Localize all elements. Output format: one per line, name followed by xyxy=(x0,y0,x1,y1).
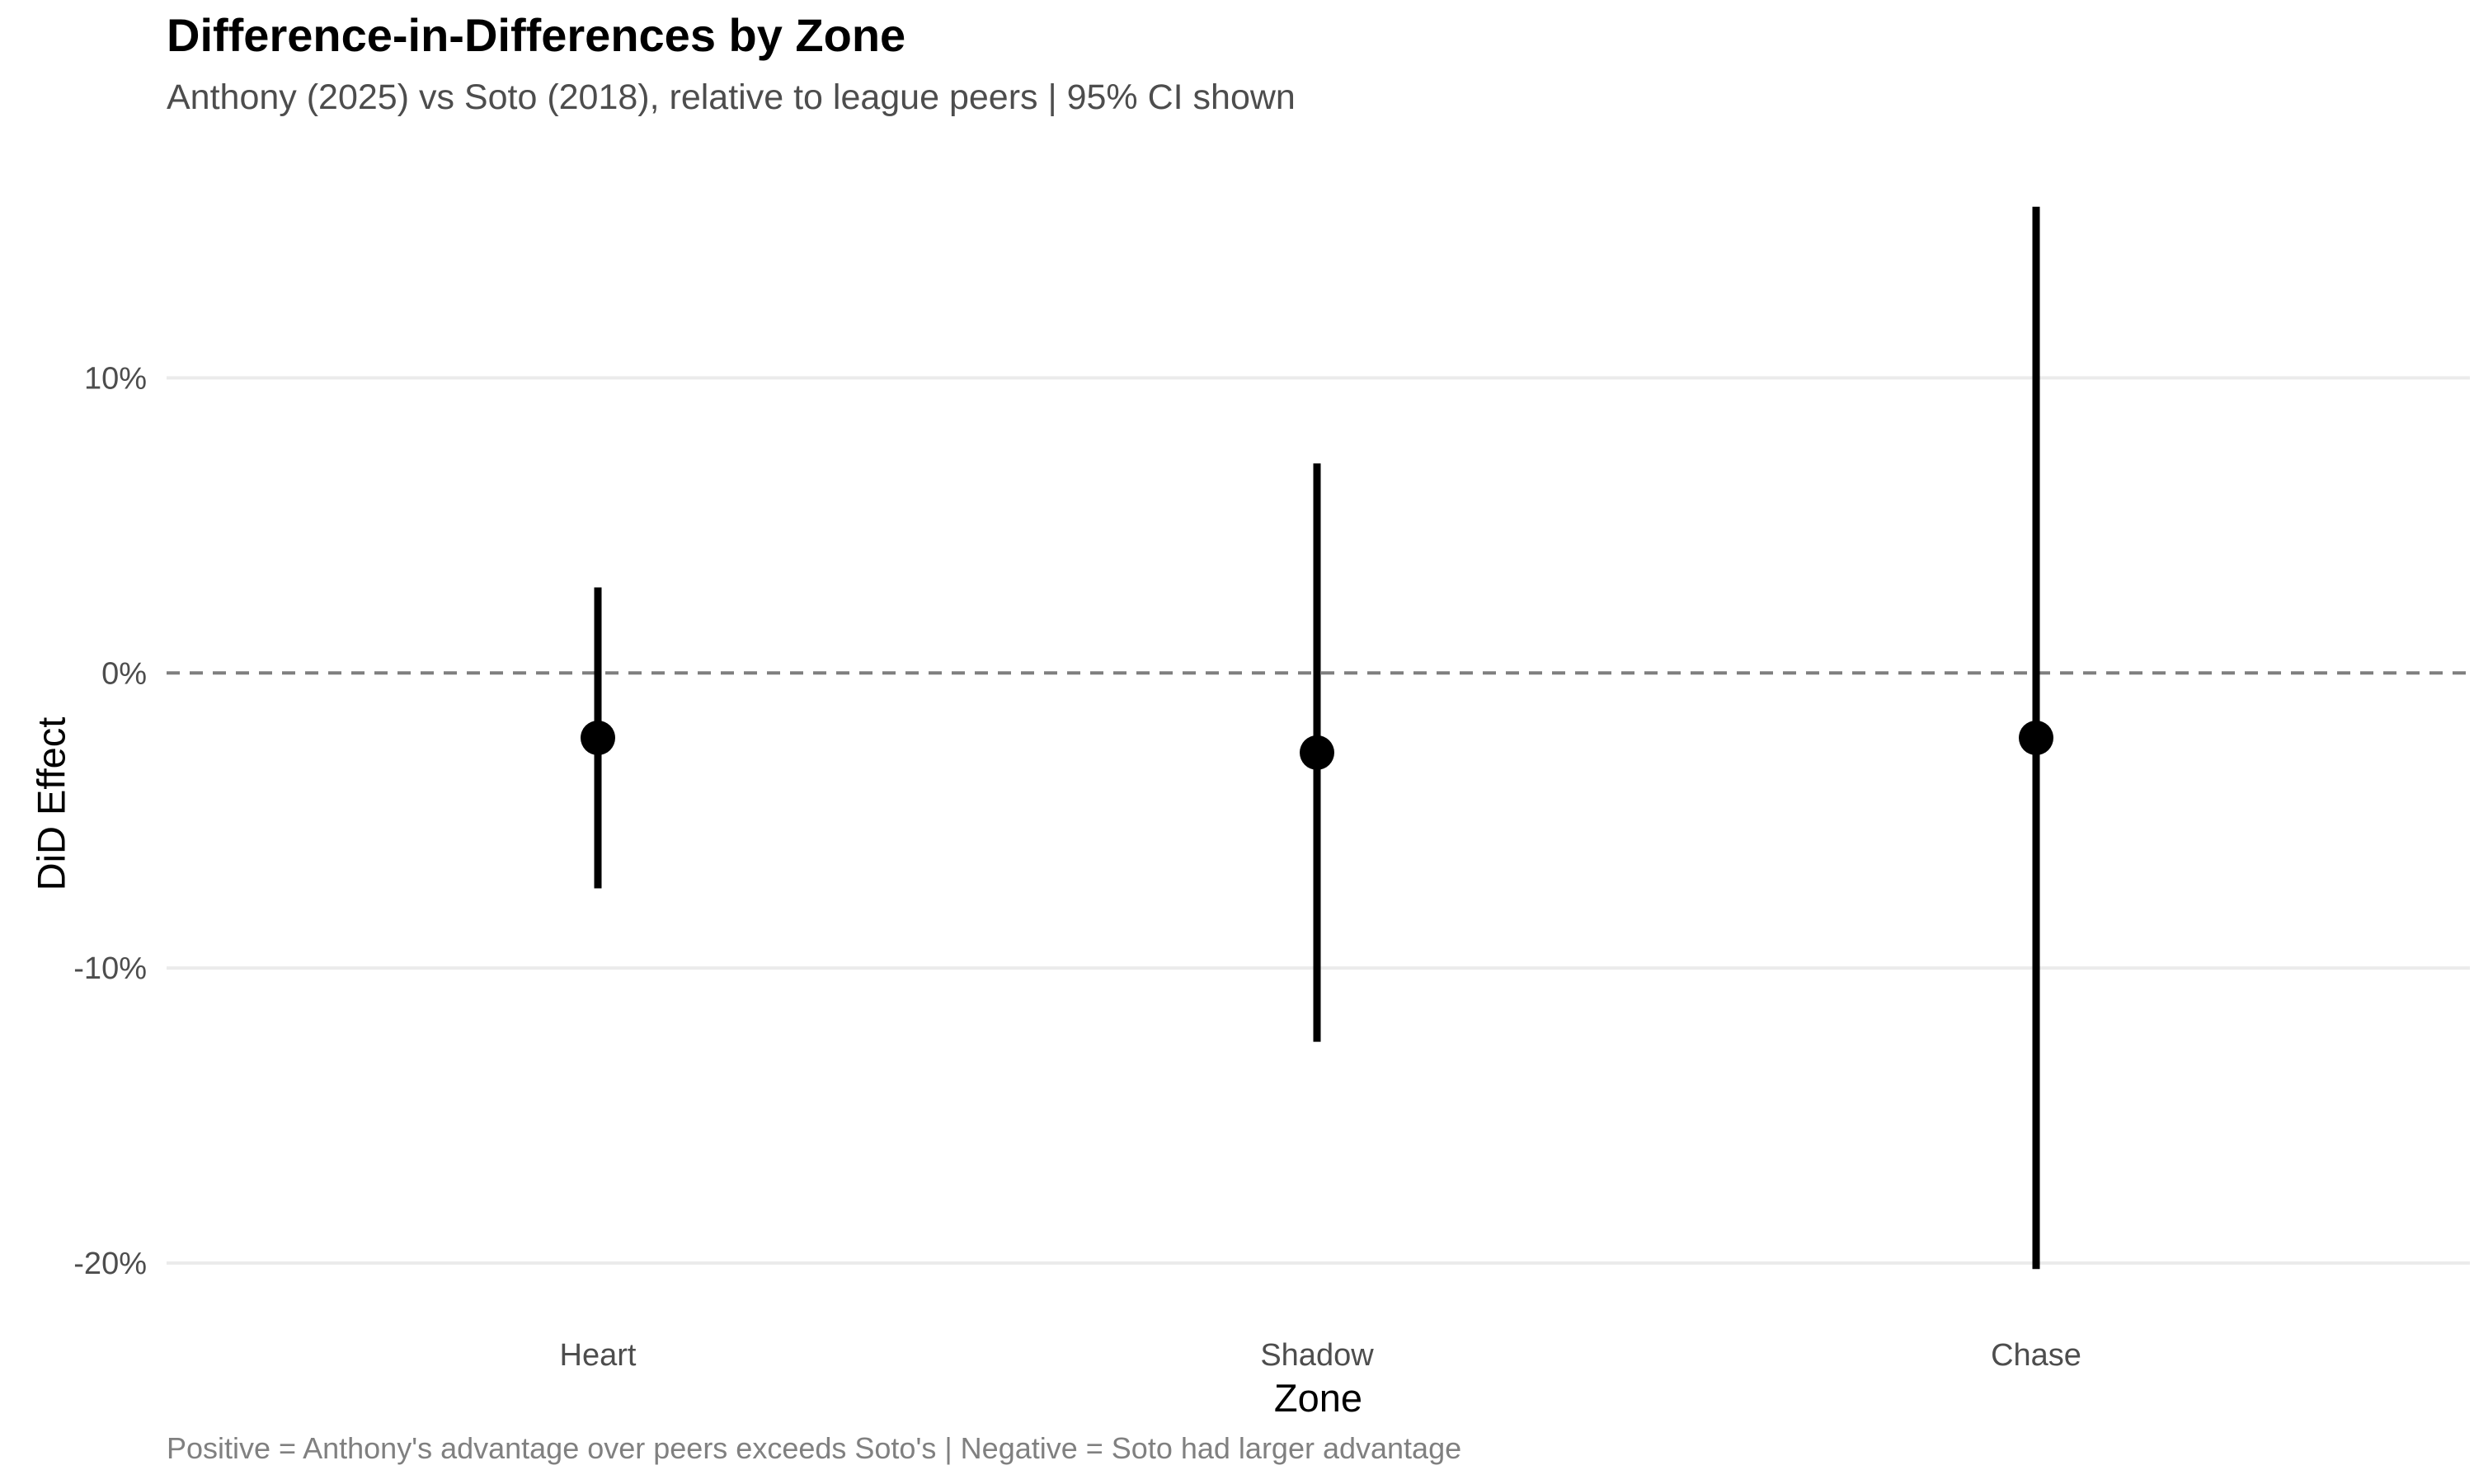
chart-title: Difference-in-Differences by Zone xyxy=(167,9,906,61)
x-axis-tick-labels: Heart Shadow Chase xyxy=(560,1338,2081,1373)
point-heart xyxy=(581,721,615,755)
x-tick-label-shadow: Shadow xyxy=(1260,1338,1374,1373)
point-shadow xyxy=(1300,735,1334,770)
data-marks xyxy=(581,206,2053,1270)
chart-subtitle: Anthony (2025) vs Soto (2018), relative … xyxy=(167,77,1296,117)
y-tick-label: 10% xyxy=(84,361,147,396)
y-axis-title: DiD Effect xyxy=(29,717,73,891)
y-tick-label: 0% xyxy=(101,656,147,691)
x-tick-label-heart: Heart xyxy=(560,1338,637,1373)
y-axis-tick-labels: -20% -10% 0% 10% xyxy=(73,361,147,1281)
x-tick-label-chase: Chase xyxy=(1991,1338,2081,1373)
chart-caption: Positive = Anthony's advantage over peer… xyxy=(167,1431,1462,1465)
x-axis-title: Zone xyxy=(1274,1376,1362,1420)
y-tick-label: -20% xyxy=(73,1247,147,1281)
point-chase xyxy=(2019,721,2053,755)
y-tick-label: -10% xyxy=(73,951,147,986)
